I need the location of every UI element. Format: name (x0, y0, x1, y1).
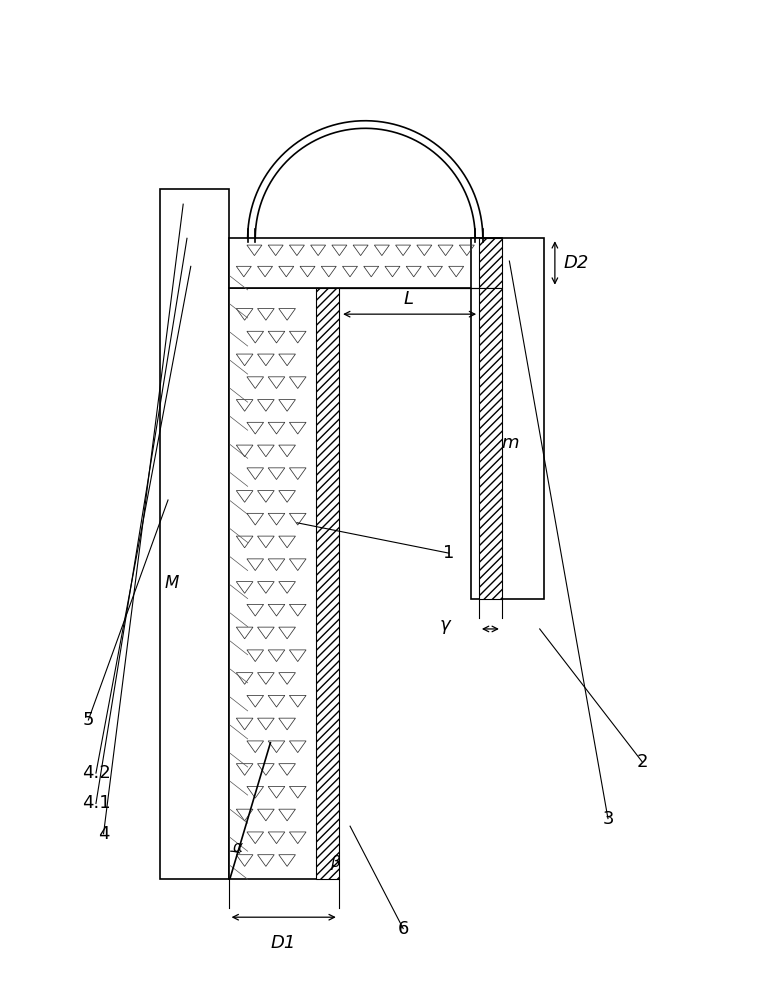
Polygon shape (229, 238, 502, 288)
Text: D1: D1 (271, 934, 296, 952)
Text: 3: 3 (602, 810, 614, 828)
Text: γ: γ (439, 616, 450, 634)
Polygon shape (161, 189, 229, 879)
Polygon shape (472, 238, 543, 599)
Text: 2: 2 (636, 753, 648, 771)
Polygon shape (316, 288, 338, 879)
Text: β: β (330, 855, 340, 870)
Text: 5: 5 (82, 711, 94, 729)
Polygon shape (229, 288, 338, 879)
Text: L: L (404, 290, 414, 308)
Text: 1: 1 (443, 544, 455, 562)
Text: α: α (233, 840, 243, 855)
Polygon shape (479, 288, 502, 599)
Text: 4: 4 (98, 825, 109, 843)
Text: 4.1: 4.1 (81, 794, 110, 812)
Text: 6: 6 (397, 920, 409, 938)
Polygon shape (479, 238, 502, 288)
Text: M: M (165, 574, 179, 592)
Text: 4.2: 4.2 (81, 764, 110, 782)
Text: D2: D2 (564, 254, 589, 272)
Text: m: m (502, 434, 519, 452)
